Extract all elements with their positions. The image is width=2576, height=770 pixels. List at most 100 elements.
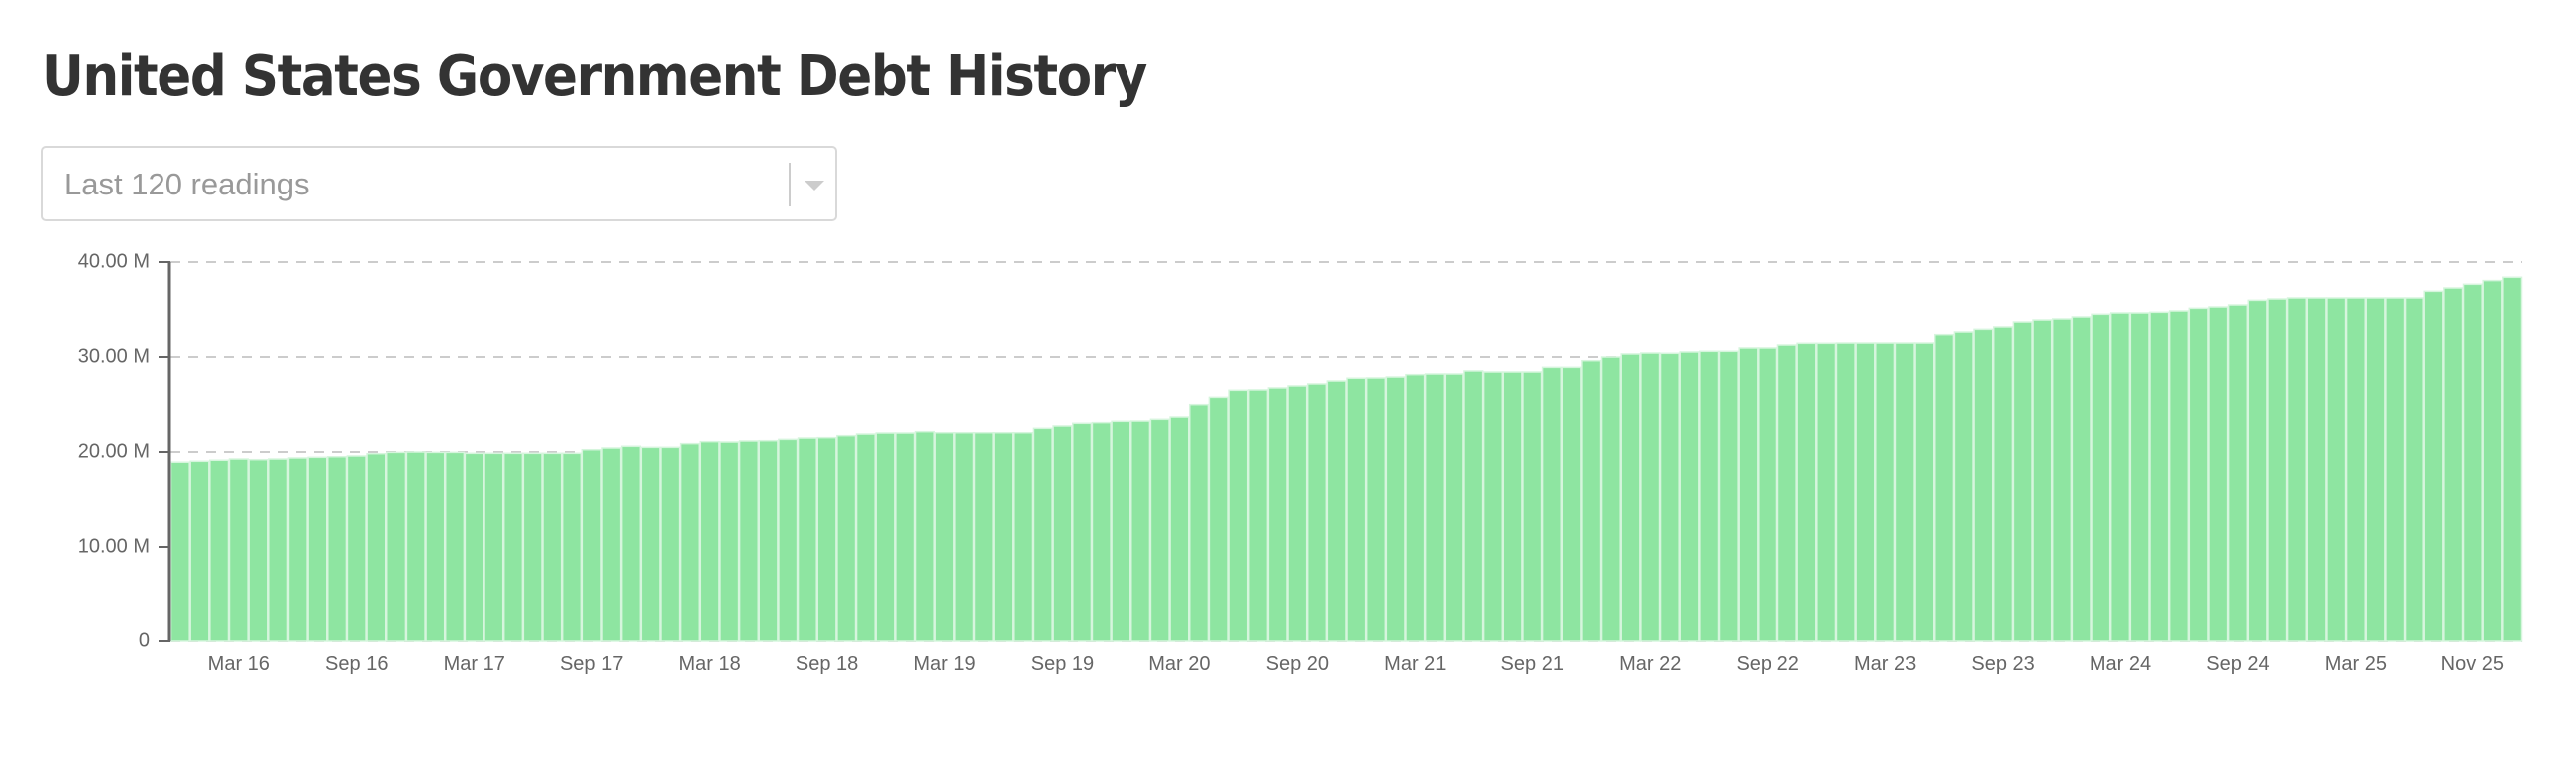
- bar-jun-23[interactable]: [1934, 333, 1955, 642]
- bar-nov-22[interactable]: [1796, 342, 1817, 642]
- bar-nov-23[interactable]: [2032, 319, 2053, 642]
- bar-jan-24[interactable]: [2071, 316, 2092, 642]
- bar-apr-19[interactable]: [954, 431, 975, 642]
- bar-sep-16[interactable]: [346, 455, 367, 642]
- bar-aug-19[interactable]: [1032, 427, 1053, 642]
- bar-apr-16[interactable]: [248, 458, 269, 642]
- bar-jun-21[interactable]: [1463, 370, 1484, 642]
- bar-dec-16[interactable]: [405, 451, 426, 642]
- bar-jul-16[interactable]: [307, 456, 328, 642]
- bar-oct-25[interactable]: [2482, 279, 2503, 642]
- bar-apr-17[interactable]: [483, 452, 504, 642]
- bar-mar-16[interactable]: [228, 458, 249, 642]
- bar-jan-23[interactable]: [1835, 342, 1856, 642]
- bar-oct-18[interactable]: [836, 434, 857, 642]
- bar-sep-18[interactable]: [816, 436, 837, 642]
- bar-sep-17[interactable]: [581, 448, 602, 642]
- bar-feb-18[interactable]: [679, 442, 701, 642]
- bar-jan-25[interactable]: [2306, 297, 2327, 642]
- bar-jan-19[interactable]: [895, 432, 916, 642]
- bar-apr-21[interactable]: [1424, 373, 1446, 642]
- bar-nov-16[interactable]: [385, 451, 407, 642]
- bar-nov-21[interactable]: [1561, 366, 1582, 642]
- bar-jul-18[interactable]: [778, 438, 799, 642]
- bar-may-25[interactable]: [2385, 297, 2406, 642]
- bar-sep-20[interactable]: [1287, 385, 1308, 642]
- bar-sep-24[interactable]: [2227, 304, 2249, 642]
- bar-jun-16[interactable]: [287, 457, 308, 642]
- bar-mar-25[interactable]: [2345, 297, 2366, 642]
- bar-jan-18[interactable]: [660, 446, 681, 642]
- bar-aug-25[interactable]: [2443, 287, 2464, 642]
- bar-oct-20[interactable]: [1306, 383, 1328, 642]
- bar-may-23[interactable]: [1914, 342, 1935, 642]
- bar-nov-24[interactable]: [2267, 298, 2288, 642]
- bar-may-20[interactable]: [1208, 396, 1229, 642]
- bar-aug-24[interactable]: [2208, 306, 2229, 642]
- bar-mar-24[interactable]: [2109, 312, 2131, 642]
- bar-apr-25[interactable]: [2365, 297, 2386, 642]
- bar-jul-24[interactable]: [2188, 307, 2209, 642]
- bar-nov-25[interactable]: [2502, 276, 2523, 642]
- bar-oct-21[interactable]: [1541, 366, 1562, 642]
- bar-sep-23[interactable]: [1992, 326, 2014, 642]
- bar-may-16[interactable]: [268, 458, 289, 642]
- bar-mar-18[interactable]: [699, 440, 720, 642]
- bar-dec-22[interactable]: [1816, 342, 1837, 642]
- bar-nov-20[interactable]: [1326, 380, 1347, 642]
- bar-sep-22[interactable]: [1758, 347, 1778, 642]
- bar-aug-23[interactable]: [1973, 328, 1994, 642]
- bar-mar-17[interactable]: [464, 452, 484, 642]
- bar-jul-21[interactable]: [1482, 371, 1504, 642]
- bar-mar-21[interactable]: [1405, 373, 1426, 642]
- bar-jul-23[interactable]: [1953, 331, 1974, 642]
- bar-aug-20[interactable]: [1267, 387, 1288, 642]
- bar-may-22[interactable]: [1679, 351, 1700, 642]
- bar-oct-24[interactable]: [2247, 299, 2268, 642]
- bar-oct-16[interactable]: [366, 452, 387, 642]
- bar-apr-23[interactable]: [1894, 342, 1915, 642]
- bar-jul-20[interactable]: [1247, 389, 1269, 642]
- bar-dec-21[interactable]: [1581, 359, 1602, 642]
- bar-oct-22[interactable]: [1776, 344, 1797, 642]
- bar-aug-22[interactable]: [1738, 347, 1759, 642]
- bar-jun-17[interactable]: [522, 452, 543, 642]
- bar-sep-21[interactable]: [1522, 371, 1543, 642]
- bar-dec-15[interactable]: [169, 461, 190, 642]
- bar-oct-17[interactable]: [601, 447, 622, 642]
- bar-mar-19[interactable]: [934, 431, 955, 642]
- bar-aug-17[interactable]: [561, 452, 583, 642]
- bar-jun-19[interactable]: [993, 431, 1014, 642]
- bar-mar-23[interactable]: [1875, 342, 1896, 642]
- bar-aug-16[interactable]: [327, 456, 348, 642]
- bar-jan-21[interactable]: [1365, 377, 1387, 642]
- bar-sep-19[interactable]: [1052, 425, 1073, 642]
- bar-dec-17[interactable]: [640, 446, 661, 642]
- bar-mar-22[interactable]: [1640, 352, 1661, 642]
- bar-nov-19[interactable]: [1091, 421, 1112, 642]
- chevron-down-icon[interactable]: [805, 181, 824, 191]
- bar-dec-24[interactable]: [2286, 297, 2308, 642]
- bar-jan-20[interactable]: [1130, 420, 1151, 642]
- bar-may-18[interactable]: [738, 440, 760, 642]
- bar-aug-21[interactable]: [1502, 371, 1523, 642]
- bar-apr-22[interactable]: [1659, 352, 1680, 642]
- bar-feb-21[interactable]: [1385, 376, 1406, 642]
- bar-jan-16[interactable]: [189, 460, 210, 642]
- bar-apr-20[interactable]: [1188, 403, 1210, 642]
- bar-jun-25[interactable]: [2404, 297, 2424, 642]
- bar-may-19[interactable]: [973, 431, 994, 642]
- bar-feb-24[interactable]: [2091, 313, 2111, 642]
- bar-aug-18[interactable]: [797, 437, 817, 642]
- bar-nov-17[interactable]: [620, 445, 642, 642]
- bar-jun-18[interactable]: [758, 439, 779, 642]
- bar-oct-19[interactable]: [1072, 422, 1093, 642]
- bar-jul-17[interactable]: [542, 452, 563, 642]
- bar-feb-25[interactable]: [2326, 297, 2347, 642]
- bar-feb-23[interactable]: [1855, 342, 1876, 642]
- bar-may-21[interactable]: [1444, 373, 1464, 642]
- bar-jul-25[interactable]: [2423, 290, 2444, 642]
- bar-feb-22[interactable]: [1620, 353, 1641, 642]
- bar-feb-20[interactable]: [1149, 418, 1170, 642]
- bar-may-17[interactable]: [502, 452, 524, 642]
